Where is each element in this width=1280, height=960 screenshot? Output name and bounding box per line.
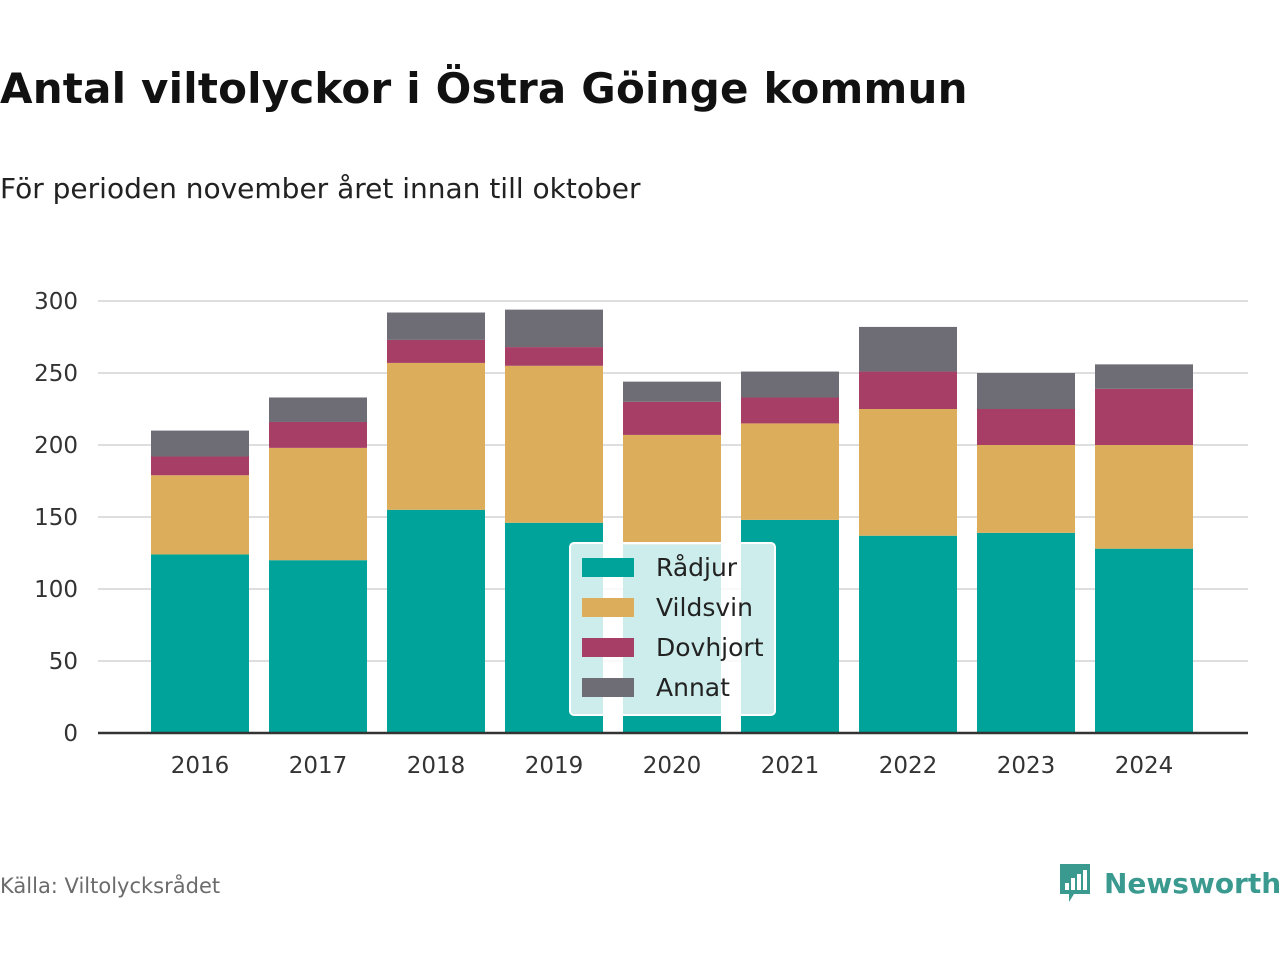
y-tick-label: 250 <box>34 361 78 387</box>
bar-segment <box>387 362 485 510</box>
bar-segment <box>977 373 1075 409</box>
legend-swatch <box>582 558 634 577</box>
bar-segment <box>151 475 249 555</box>
chart-subtitle: För perioden november året innan till ok… <box>0 172 641 205</box>
bar-segment <box>859 409 957 536</box>
legend-label: Dovhjort <box>656 633 764 662</box>
brand-logo[interactable]: Newsworthy <box>1058 862 1280 904</box>
source-note: Källa: Viltolycksrådet <box>0 874 221 898</box>
bar-segment <box>741 371 839 398</box>
legend-swatch <box>582 678 634 697</box>
bar-chart-speech-bubble-icon <box>1060 864 1090 902</box>
bar-segment <box>741 397 839 424</box>
x-tick-label: 2022 <box>879 753 938 779</box>
bar-segment <box>269 397 367 422</box>
bar-segment <box>269 421 367 448</box>
y-tick-label: 300 <box>34 289 78 315</box>
legend-swatch <box>582 638 634 657</box>
bar-segment <box>859 535 957 733</box>
bar-segment <box>623 401 721 435</box>
bar-segment <box>269 447 367 561</box>
legend: Rådjur Vildsvin Dovhjort Annat <box>569 542 776 716</box>
legend-box <box>569 542 776 716</box>
x-tick-label: 2017 <box>289 753 348 779</box>
x-tick-label: 2018 <box>407 753 466 779</box>
bar-segment <box>387 312 485 340</box>
bar-segment <box>977 409 1075 445</box>
legend-swatch <box>582 598 634 617</box>
bar-segment <box>859 326 957 372</box>
legend-label: Annat <box>656 673 730 702</box>
axes: 0 50 100 150 200 250 300 2016 2017 2018 2019 2020 20… <box>34 289 1248 779</box>
bar-segment <box>977 532 1075 733</box>
bar-segment <box>741 423 839 520</box>
legend-label: Vildsvin <box>656 593 753 622</box>
x-tick-label: 2023 <box>997 753 1056 779</box>
x-tick-label: 2021 <box>761 753 820 779</box>
bar-segment <box>623 381 721 402</box>
bar-segment <box>151 430 249 457</box>
y-tick-label: 100 <box>34 577 78 603</box>
bar-segment <box>387 339 485 363</box>
y-tick-label: 150 <box>34 505 78 531</box>
bar-segment <box>1095 388 1193 445</box>
x-tick-label: 2019 <box>525 753 584 779</box>
x-tick-label: 2020 <box>643 753 702 779</box>
bar-segment <box>505 309 603 348</box>
y-tick-label: 50 <box>49 649 78 675</box>
y-tick-label: 200 <box>34 433 78 459</box>
bar-segment <box>1095 548 1193 733</box>
bar-segment <box>1095 364 1193 389</box>
bar-segment <box>977 445 1075 533</box>
bar-segment <box>387 509 485 733</box>
chart-title: Antal viltolyckor i Östra Göinge kommun <box>0 64 968 113</box>
bar-segment <box>151 554 249 733</box>
bar-segment <box>859 371 957 409</box>
bar-segment <box>151 456 249 476</box>
bar-segment <box>269 560 367 733</box>
brand-name: Newsworthy <box>1104 866 1280 900</box>
stacked-bar-chart: 0 50 100 150 200 250 300 2016 2017 2018 2019 2020 20… <box>34 289 1248 779</box>
bar-segment <box>505 365 603 523</box>
bar-segment <box>505 347 603 366</box>
bar-segment <box>623 434 721 545</box>
y-tick-label: 0 <box>63 721 78 747</box>
legend-label: Rådjur <box>656 553 738 582</box>
x-tick-label: 2016 <box>171 753 230 779</box>
x-tick-label: 2024 <box>1115 753 1174 779</box>
bar-segment <box>1095 445 1193 549</box>
